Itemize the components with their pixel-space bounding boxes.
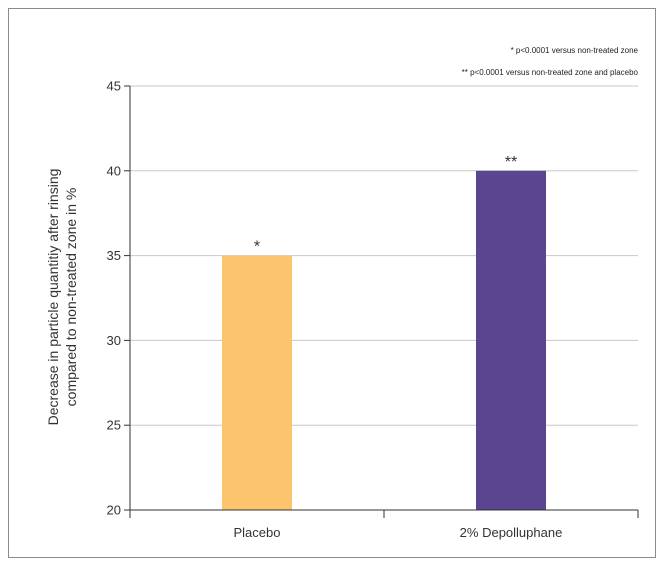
footnote-1: * p<0.0001 versus non-treated zone xyxy=(511,46,639,55)
bar xyxy=(476,170,546,511)
y-tick-label: 25 xyxy=(107,418,121,433)
y-axis-label-line-2: compared to non-treated zone in % xyxy=(63,188,79,407)
y-tick-label: 40 xyxy=(107,163,121,178)
gridlines xyxy=(130,85,638,426)
y-tick-labels: 20 25 30 35 40 45 xyxy=(107,79,121,518)
x-category-labels: Placebo 2% Depolluphane xyxy=(234,525,563,540)
bars xyxy=(222,170,546,511)
bar xyxy=(222,255,292,510)
significance-markers: *** xyxy=(254,154,517,256)
chart-frame xyxy=(8,8,656,558)
axes xyxy=(124,85,639,518)
significance-marker: * xyxy=(254,239,260,256)
footnote-2: ** p<0.0001 versus non-treated zone and … xyxy=(462,68,639,77)
y-axis-label-line-1: Decrease in particle quantitiy after rin… xyxy=(45,169,61,426)
y-tick-label: 30 xyxy=(107,333,121,348)
x-category-label: Placebo xyxy=(234,525,281,540)
significance-marker: ** xyxy=(505,154,517,171)
x-category-label: 2% Depolluphane xyxy=(460,525,563,540)
y-tick-label: 45 xyxy=(107,79,121,94)
y-tick-label: 20 xyxy=(107,503,121,518)
y-tick-label: 35 xyxy=(107,248,121,263)
